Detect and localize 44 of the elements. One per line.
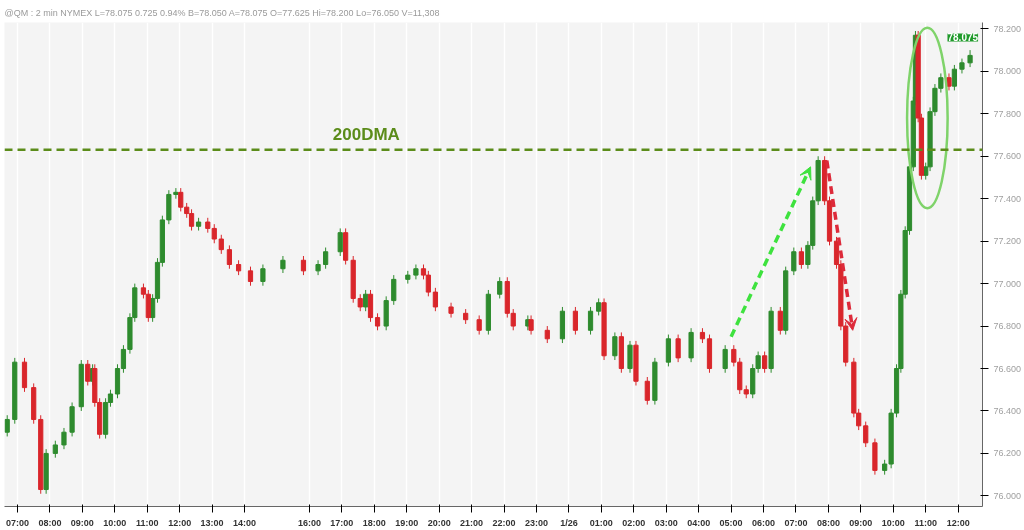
y-tick-label: 76.000 — [993, 490, 1022, 501]
x-tick-label: 03:00 — [654, 517, 678, 528]
x-tick-label: 14:00 — [233, 517, 257, 528]
y-tick-label: 76.200 — [993, 448, 1022, 459]
y-tick-label: 77.800 — [993, 108, 1022, 119]
x-tick-label: 1/26 — [560, 517, 578, 528]
x-tick-label: 11:00 — [914, 517, 937, 528]
x-tick-label: 22:00 — [492, 517, 516, 528]
x-tick-label: 18:00 — [362, 517, 386, 528]
x-tick-label: 13:00 — [200, 517, 224, 528]
x-tick-label: 08:00 — [816, 517, 840, 528]
x-tick-label: 04:00 — [687, 517, 711, 528]
x-tick-label: 07:00 — [5, 517, 29, 528]
x-tick-label: 07:00 — [784, 517, 808, 528]
x-tick-label: 16:00 — [297, 517, 321, 528]
y-tick-label: 77.200 — [993, 236, 1022, 247]
x-tick-label: 12:00 — [946, 517, 970, 528]
y-tick-label: 76.800 — [993, 321, 1022, 332]
x-tick-label: 20:00 — [427, 517, 451, 528]
y-tick-label: 77.000 — [993, 278, 1022, 289]
x-tick-label: 10:00 — [881, 517, 905, 528]
x-tick-label: 17:00 — [330, 517, 354, 528]
x-tick-label: 10:00 — [103, 517, 127, 528]
y-tick-label: 77.400 — [993, 193, 1022, 204]
x-tick-label: 23:00 — [524, 517, 548, 528]
x-tick-label: 09:00 — [849, 517, 873, 528]
x-tick-label: 05:00 — [719, 517, 743, 528]
x-tick-label: 09:00 — [70, 517, 94, 528]
x-tick-label: 11:00 — [135, 517, 159, 528]
y-tick-label: 76.400 — [993, 405, 1022, 416]
x-tick-label: 02:00 — [622, 517, 646, 528]
x-tick-label: 19:00 — [395, 517, 419, 528]
x-tick-label: 21:00 — [460, 517, 484, 528]
y-tick-label: 77.600 — [993, 151, 1022, 162]
x-tick-label: 08:00 — [38, 517, 62, 528]
chart-subtitle: @QM : 2 min NYMEX L=78.075 0.725 0.94% B=78.050 A=78.075 O=77.625 Hi=78.200 Lo=76.050 V=11,308 — [4, 7, 440, 18]
y-tick-label: 78.200 — [993, 23, 1022, 34]
y-tick-label: 76.600 — [993, 363, 1022, 374]
y-tick-label: 78.000 — [993, 66, 1022, 77]
x-tick-label: 06:00 — [752, 517, 776, 528]
x-tick-label: 12:00 — [168, 517, 192, 528]
annotation: 78.075 — [947, 32, 979, 44]
ref-line-label: 200DMA — [332, 124, 400, 144]
x-tick-label: 01:00 — [589, 517, 613, 528]
